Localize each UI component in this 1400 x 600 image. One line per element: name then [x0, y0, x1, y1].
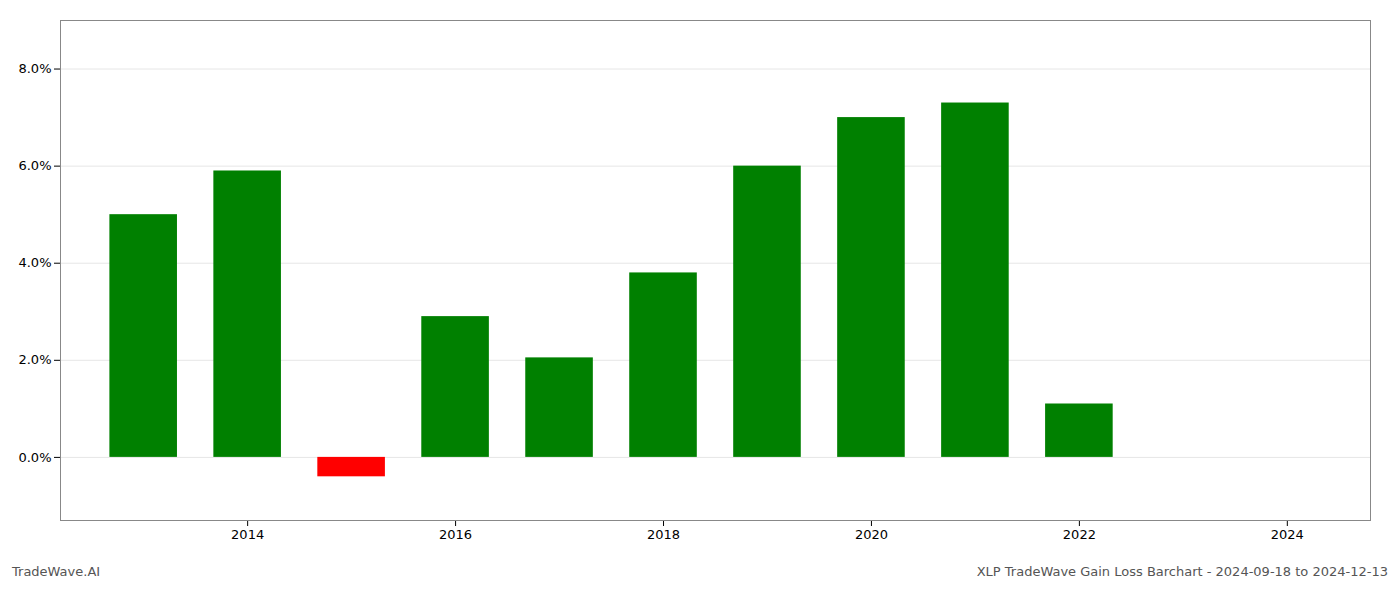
svg-text:2014: 2014 [231, 527, 264, 542]
svg-text:4.0%: 4.0% [18, 255, 51, 270]
html-text:TradeWave.AI: TradeWave.AI [12, 564, 101, 579]
svg-text:2018: 2018 [647, 527, 680, 542]
svg-text:6.0%: 6.0% [18, 158, 51, 173]
svg-text:2020: 2020 [855, 527, 888, 542]
html-text:XLP TradeWave Gain Loss Barcha: XLP TradeWave Gain Loss Barchart - 2024-… [976, 564, 1388, 579]
svg-text:2024: 2024 [1271, 527, 1304, 542]
svg-text:2.0%: 2.0% [18, 352, 51, 367]
svg-text:8.0%: 8.0% [18, 61, 51, 76]
svg-text:0.0%: 0.0% [18, 450, 51, 465]
svg-text:2022: 2022 [1063, 527, 1096, 542]
svg-text:2016: 2016 [439, 527, 472, 542]
